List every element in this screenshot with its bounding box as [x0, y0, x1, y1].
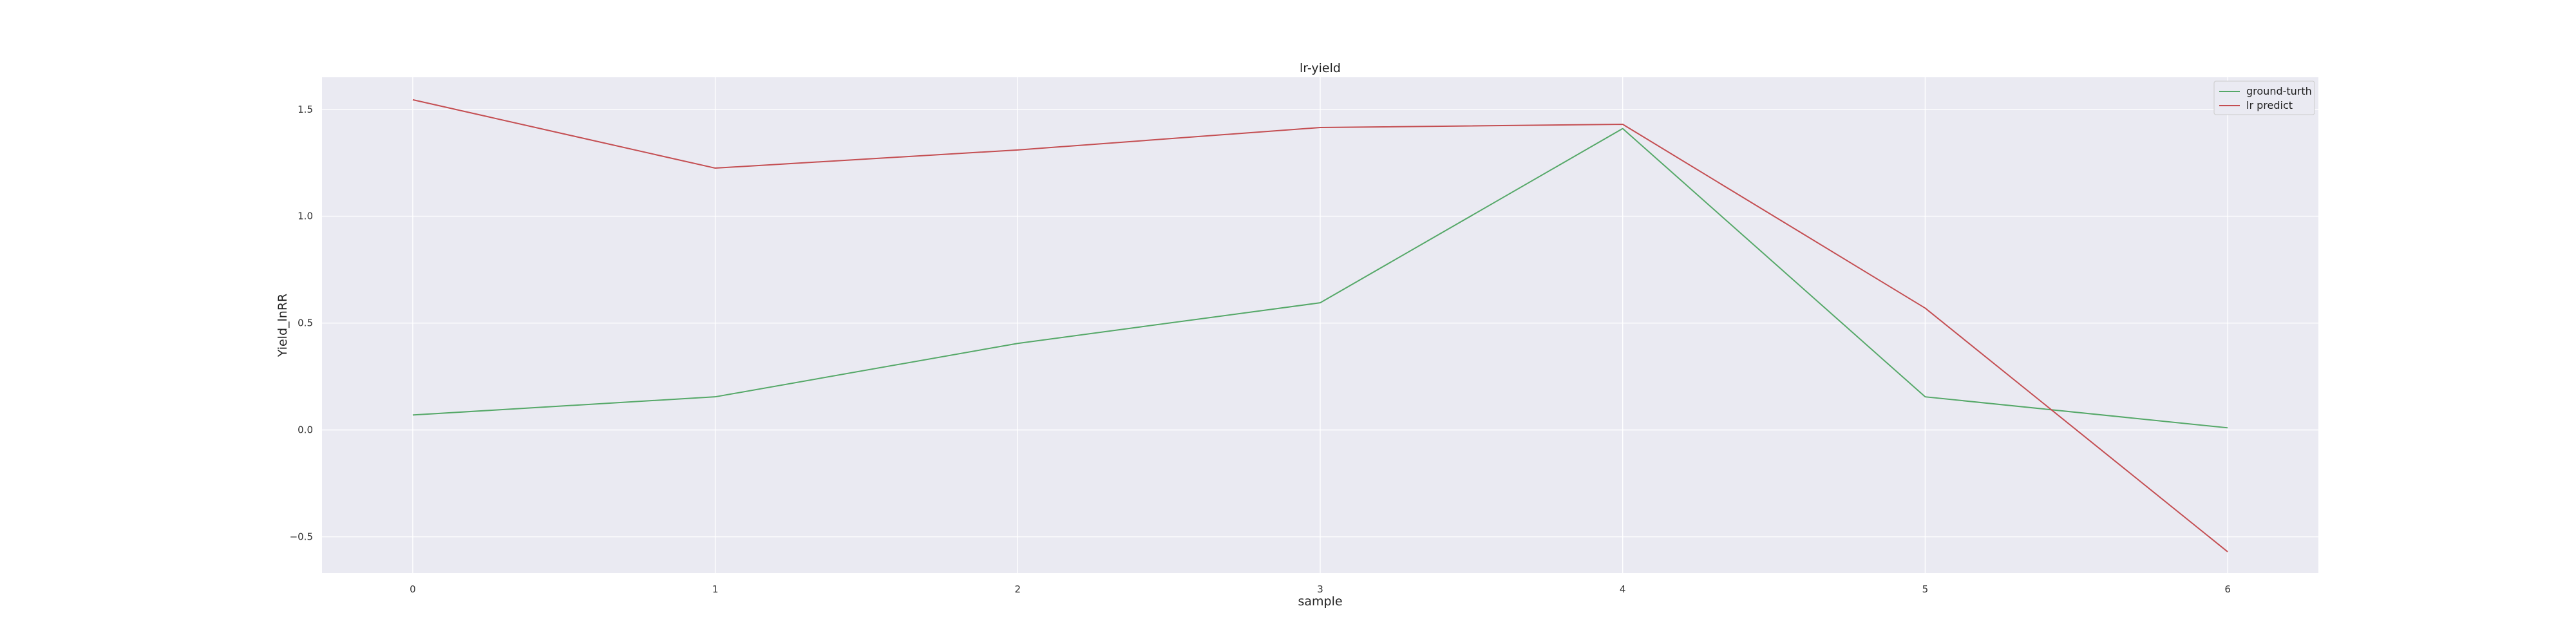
x-tick-label: 3 — [1317, 583, 1323, 595]
series-line-lr-predict — [412, 99, 2228, 553]
x-tick-label: 0 — [410, 583, 416, 595]
x-tick-label: 1 — [712, 583, 719, 595]
y-tick-label: 1.5 — [298, 104, 313, 115]
y-tick-label: 1.0 — [298, 211, 313, 222]
legend: ground-turth lr predict — [2213, 80, 2315, 115]
y-tick-label: −0.5 — [290, 531, 313, 543]
y-axis-label: Yield_lnRR — [276, 294, 290, 357]
x-tick-label: 5 — [1922, 583, 1929, 595]
x-tick-label: 2 — [1015, 583, 1021, 595]
legend-label: lr predict — [2246, 99, 2293, 111]
x-axis-label: sample — [1298, 594, 1342, 609]
y-tick-label: 0.0 — [298, 424, 313, 436]
legend-label: ground-turth — [2246, 85, 2312, 97]
x-tick-labels: 0 1 2 3 4 5 6 — [410, 583, 2231, 595]
series-line-ground-turth — [412, 128, 2228, 429]
series-lines — [412, 99, 2228, 553]
grid-lines — [322, 77, 2318, 573]
x-tick-label: 4 — [1620, 583, 1626, 595]
y-tick-labels: −0.5 0.0 0.5 1.0 1.5 — [290, 104, 313, 543]
x-tick-label: 6 — [2224, 583, 2231, 595]
y-tick-label: 0.5 — [298, 317, 313, 329]
chart-title: lr-yield — [1300, 61, 1341, 75]
